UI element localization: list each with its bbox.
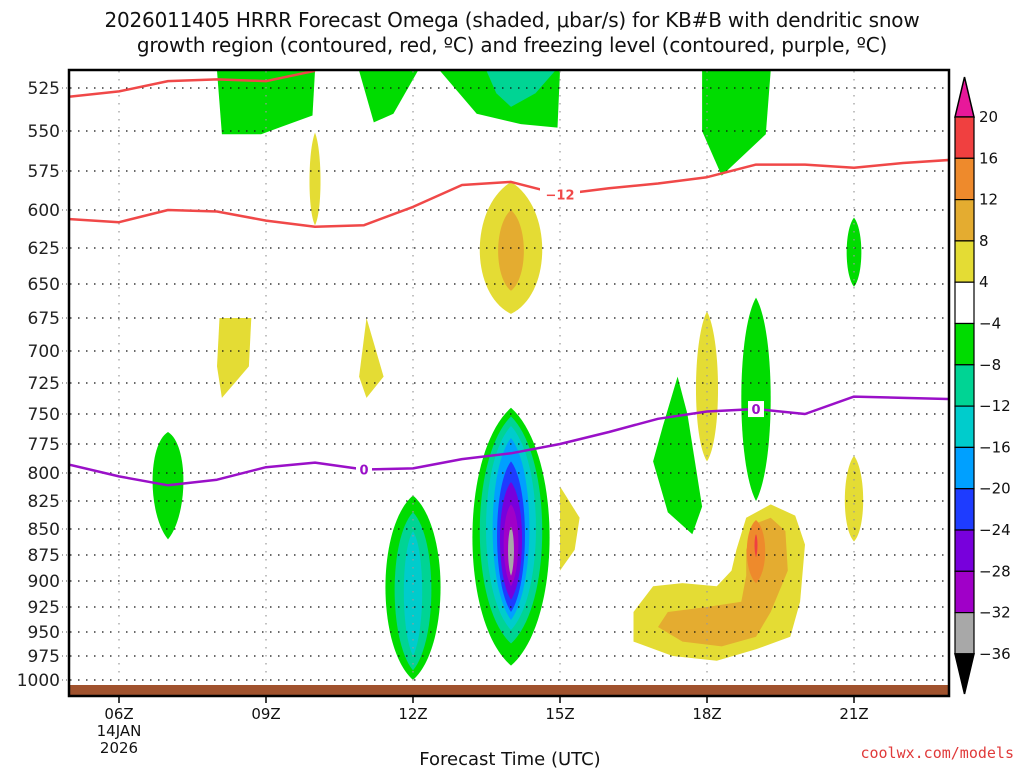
omega-region-upward: [359, 71, 418, 123]
contour-lines: −12 0 0: [70, 71, 948, 487]
chart-title-line-1: 2026011405 HRRR Forecast Omega (shaded, …: [104, 8, 920, 32]
x-tick-label: 18Z: [692, 705, 721, 723]
colorbar-bin: [954, 281, 975, 325]
omega-region-downward: [754, 534, 758, 558]
colorbar-label: −28: [979, 562, 1011, 580]
colorbar-label: −32: [979, 604, 1011, 622]
omega-region-downward: [498, 210, 524, 291]
omega-region-upward: [508, 526, 514, 576]
colorbar-bin: [954, 570, 975, 614]
contour-label: −12: [546, 188, 575, 203]
colorbar-bin: [954, 157, 975, 201]
terrain: [70, 685, 948, 695]
colorbar-bin: [954, 76, 975, 118]
y-tick-label: 725: [28, 374, 60, 394]
omega-region-upward: [217, 71, 315, 135]
x-date-label: 14JAN: [97, 722, 142, 740]
colorbar-bin: [954, 653, 975, 695]
omega-region-upward: [486, 71, 555, 107]
omega-region-upward: [653, 376, 703, 535]
contour-line: [70, 71, 316, 98]
y-tick-label: 950: [28, 623, 60, 643]
y-tick-label: 750: [28, 405, 60, 425]
omega-region-downward: [217, 318, 252, 398]
omega-region-upward: [702, 71, 771, 176]
colorbar-bin: [954, 364, 975, 407]
colorbar-label: −12: [979, 397, 1011, 415]
colorbar-bin: [954, 116, 975, 159]
x-tick-label: 21Z: [839, 705, 868, 723]
colorbar-bin: [954, 611, 975, 655]
chart-title-line-2: growth region (contoured, red, ºC) and f…: [136, 33, 888, 57]
y-tick-label: 575: [28, 162, 60, 182]
omega-region-upward: [846, 217, 862, 287]
colorbar-label: 4: [979, 273, 989, 291]
colorbar-bin: [954, 240, 975, 283]
plot-frame: [67, 68, 951, 698]
y-tick-label: 925: [28, 598, 60, 618]
colorbar-bin: [954, 446, 975, 490]
colorbar: 20 16 12 8 4 −4 −8 −12 −16 −20 −24 −28 −32 −36: [954, 76, 1011, 695]
y-axis: 525 550 575 600 625 650 675 700 725 750 775 800 825 8…: [17, 79, 69, 691]
x-date-label: 2026: [100, 739, 138, 757]
colorbar-bin: [954, 405, 975, 449]
colorbar-bin: [954, 529, 975, 572]
y-tick-label: 875: [28, 546, 60, 566]
omega-region-downward: [359, 318, 384, 398]
omega-region-downward: [695, 311, 719, 462]
contour-label: 0: [751, 403, 760, 418]
contour-label-bg: [540, 186, 580, 203]
credit-link[interactable]: coolwx.com/models: [860, 744, 1014, 762]
omega-region-downward: [844, 455, 864, 542]
contour-label-bg: [748, 401, 764, 418]
x-tick-label: 09Z: [251, 705, 280, 723]
omega-region-downward: [560, 486, 580, 571]
colorbar-label: −24: [979, 521, 1011, 539]
y-tick-label: 775: [28, 435, 60, 455]
contour-label--12: [70, 158, 948, 228]
colorbar-label: 16: [979, 149, 998, 167]
y-tick-label: 800: [28, 464, 60, 484]
colorbar-label: 12: [979, 191, 998, 209]
x-tick-label: 12Z: [398, 705, 427, 723]
colorbar-label: −36: [979, 645, 1011, 663]
y-tick-label: 625: [28, 239, 60, 259]
colorbar-label: −20: [979, 480, 1011, 498]
colorbar-bin: [954, 488, 975, 531]
y-tick-label: 550: [28, 122, 60, 142]
y-tick-label: 1000: [17, 671, 60, 691]
colorbar-bin: [954, 199, 975, 242]
x-tick-label: 06Z: [104, 705, 133, 723]
omega-region-downward: [309, 132, 321, 226]
y-tick-label: 850: [28, 520, 60, 540]
y-tick-label: 975: [28, 647, 60, 667]
y-tick-label: 525: [28, 79, 60, 99]
y-tick-label: 900: [28, 572, 60, 592]
colorbar-label: −8: [979, 356, 1001, 374]
grid: [70, 71, 948, 695]
x-axis-title: Forecast Time (UTC): [419, 749, 600, 768]
omega-region-upward: [741, 297, 771, 501]
y-tick-label: 700: [28, 342, 60, 362]
x-tick-label: 15Z: [545, 705, 574, 723]
y-tick-label: 825: [28, 492, 60, 512]
omega-region-upward: [403, 531, 423, 656]
colorbar-label: 8: [979, 232, 989, 250]
contour-label: 0: [359, 464, 368, 479]
colorbar-bin: [954, 322, 975, 366]
contour-label-bg: [356, 461, 372, 478]
colorbar-label: −16: [979, 438, 1011, 456]
colorbar-label: 20: [979, 108, 998, 126]
contour-label-0: [70, 395, 948, 487]
colorbar-label: −4: [979, 315, 1001, 333]
y-tick-label: 600: [28, 201, 60, 221]
y-tick-label: 650: [28, 275, 60, 295]
y-tick-label: 675: [28, 309, 60, 329]
